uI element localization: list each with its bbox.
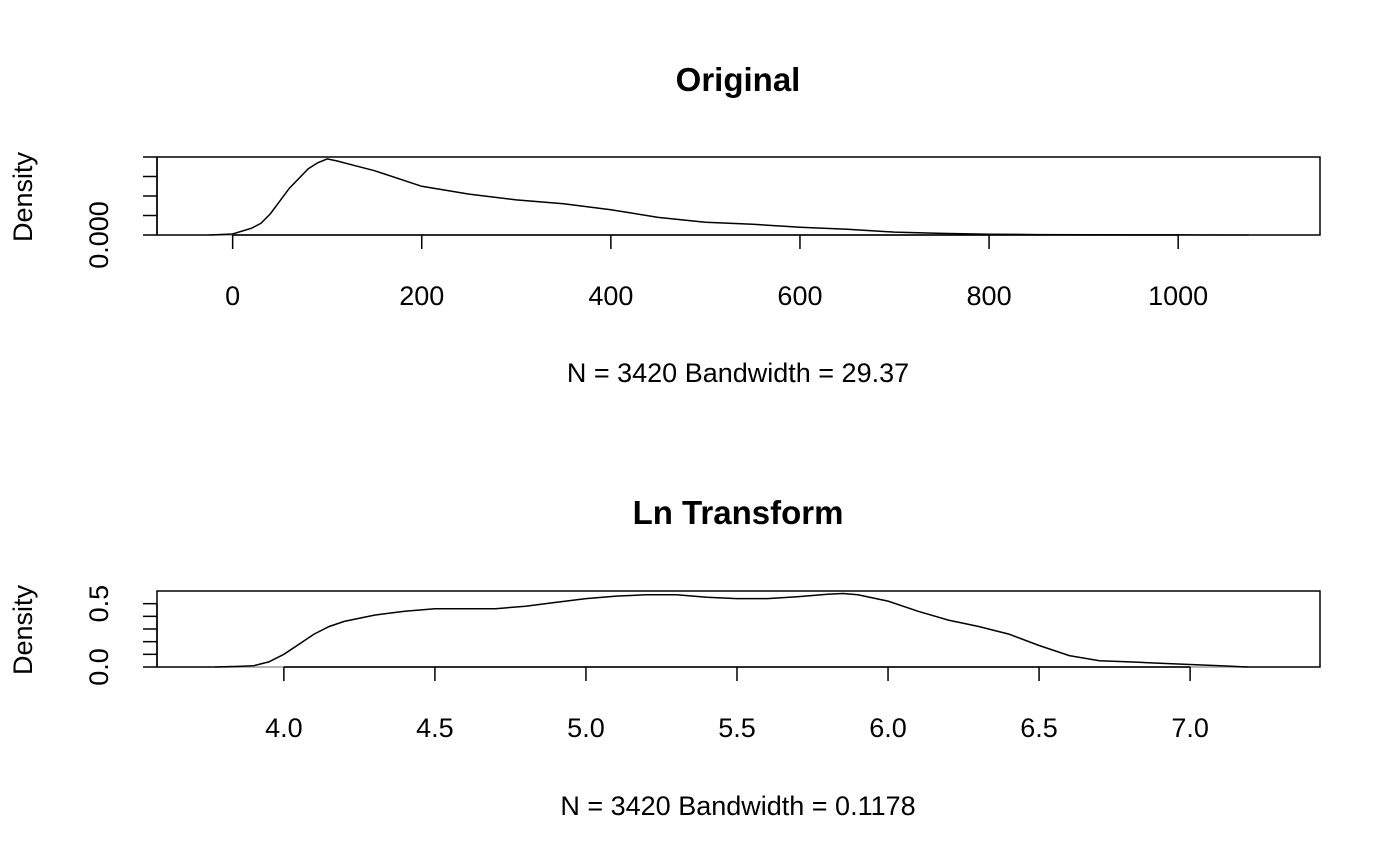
density-curve — [214, 592, 1248, 668]
y-axis-label: Density — [8, 584, 38, 675]
x-tick-label: 7.0 — [1171, 713, 1209, 743]
ln-transform-density-panel: Ln Transform N = 3420 Bandwidth = 0.1178… — [8, 494, 1321, 821]
x-tick-label: 400 — [588, 281, 633, 311]
x-tick-label: 5.0 — [567, 713, 605, 743]
x-tick-label: 4.5 — [416, 713, 454, 743]
x-tick-label: 800 — [967, 281, 1012, 311]
original-density-panel: Original N = 3420 Bandwidth = 29.37 Dens… — [8, 61, 1321, 388]
y-tick-label: 0.5 — [84, 585, 114, 623]
x-tick-label: 6.0 — [869, 713, 907, 743]
density-curve — [208, 158, 1250, 236]
x-tick-label: 4.0 — [265, 713, 303, 743]
plot-frame — [156, 590, 1321, 668]
x-axis-label: N = 3420 Bandwidth = 0.1178 — [560, 791, 915, 821]
x-tick-label: 6.5 — [1020, 713, 1058, 743]
y-axis-label: Density — [8, 151, 38, 242]
x-tick-label: 600 — [777, 281, 822, 311]
y-tick-label: 0.0 — [84, 648, 114, 686]
x-tick-label: 5.5 — [718, 713, 756, 743]
panel-title: Original — [676, 61, 801, 98]
x-axis-label: N = 3420 Bandwidth = 29.37 — [567, 358, 909, 388]
y-tick-label: 0.000 — [84, 201, 114, 269]
x-tick-label: 200 — [399, 281, 444, 311]
x-tick-label: 0 — [225, 281, 240, 311]
panel-title: Ln Transform — [633, 494, 844, 531]
x-tick-label: 1000 — [1148, 281, 1208, 311]
